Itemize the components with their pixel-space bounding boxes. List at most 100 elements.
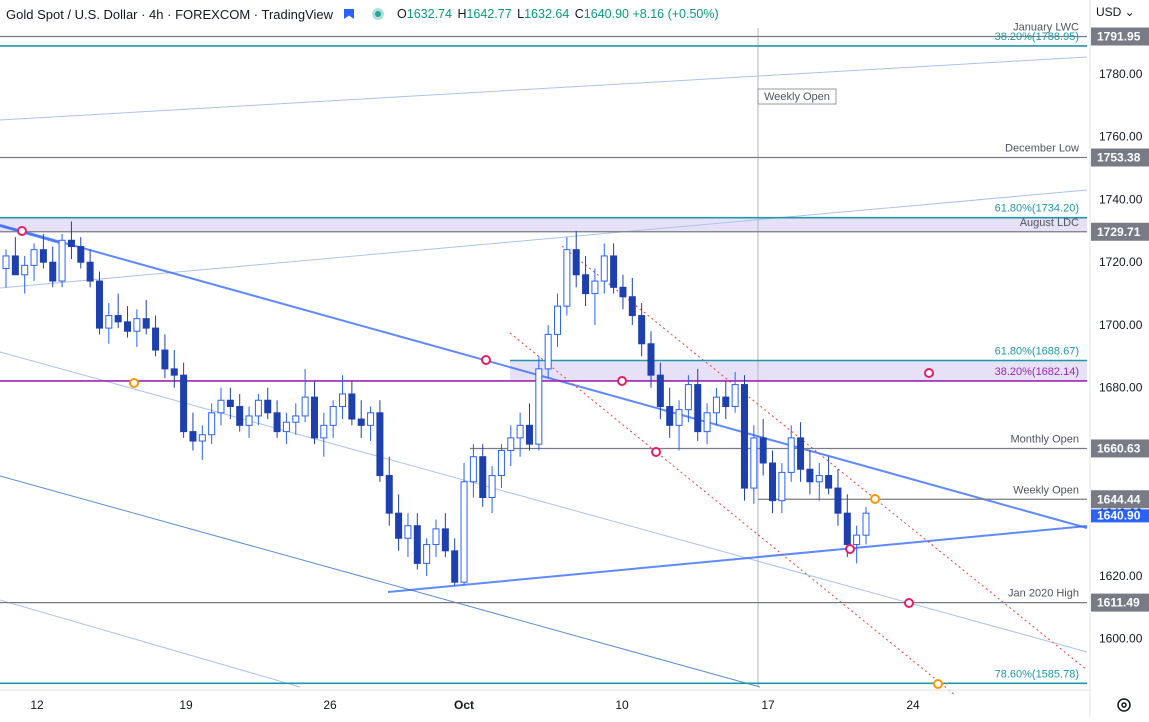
settings-gear-icon[interactable] <box>1117 698 1131 712</box>
candle-body <box>413 525 421 564</box>
level-label-1: 38.20%(1788.95) <box>995 31 1079 43</box>
marker-4 <box>651 447 661 457</box>
candle-body <box>694 384 702 433</box>
candle-body <box>226 399 234 408</box>
candle-body <box>451 550 459 583</box>
candle-body <box>554 305 562 335</box>
channel-lower <box>509 332 956 696</box>
marker-0 <box>17 226 27 236</box>
candle-body <box>628 296 636 317</box>
candle-body <box>292 415 300 423</box>
candle-body <box>469 456 477 483</box>
candle-body <box>460 481 468 583</box>
candle-body <box>619 286 627 298</box>
candle-body <box>236 406 244 426</box>
price-axis: USD ⌄ 1780.00 1760.00 1740.00 1720.00 1700.00… <box>1089 0 1149 717</box>
candle-body <box>282 421 290 433</box>
y-tick-label: 1780.00 <box>1099 67 1143 81</box>
candle-body <box>339 393 347 408</box>
candle-body <box>77 246 85 263</box>
level-label-9: Jan 2020 High <box>1008 588 1079 600</box>
candle-body <box>264 399 272 414</box>
marker-6 <box>870 494 880 504</box>
candle-body <box>189 431 197 442</box>
level-label-6: 38.20%(1682.14) <box>995 366 1079 378</box>
candle-body <box>862 512 870 536</box>
candle-body <box>67 239 75 248</box>
price-badge: 1644.44 <box>1097 492 1141 506</box>
level-label-10: 78.60%(1585.78) <box>995 668 1079 680</box>
candle-body <box>525 424 533 445</box>
marker-3 <box>617 376 627 386</box>
price-badge: 1729.71 <box>1097 225 1141 239</box>
candle-body <box>2 255 10 269</box>
candle-body <box>535 368 543 445</box>
candle-body <box>797 437 805 470</box>
candle-body <box>310 396 318 439</box>
candle-body <box>731 384 739 408</box>
candle-body <box>544 333 552 370</box>
symbol-title[interactable]: Gold Spot / U.S. Dollar · 4h · FOREXCOM … <box>6 6 334 22</box>
x-tick-label: Oct <box>454 698 474 712</box>
candle-body <box>245 415 253 426</box>
gear-ring <box>1117 698 1131 712</box>
candle-body <box>638 315 646 345</box>
candle-body <box>58 239 66 282</box>
candle-body <box>656 374 664 408</box>
candle-body <box>105 315 113 329</box>
candle-body <box>834 487 842 514</box>
candle-body <box>170 368 178 376</box>
candle-body <box>479 456 487 498</box>
candle-body <box>86 261 94 282</box>
marker-5 <box>845 544 855 554</box>
zone-august <box>0 217 1087 232</box>
candle-body <box>39 249 47 263</box>
trend-line-1 <box>0 189 1088 289</box>
candle-body <box>843 512 851 546</box>
candle-body <box>722 396 730 408</box>
price-badge-bg <box>1091 490 1149 509</box>
price-badge: 1611.49 <box>1097 596 1140 610</box>
markers <box>17 226 943 689</box>
marker-9 <box>933 679 943 689</box>
candle-body <box>610 255 618 288</box>
candle-body <box>152 327 160 351</box>
x-tick-label: 10 <box>615 698 629 712</box>
candle-body <box>703 412 711 433</box>
y-tick-label: 1600.00 <box>1099 632 1143 646</box>
weekly-open-box <box>757 88 837 105</box>
level-label-3: 61.80%(1734.20) <box>995 203 1079 215</box>
candle-body <box>666 406 674 426</box>
marker-8 <box>904 598 914 608</box>
level-label-2: December Low <box>1005 143 1079 155</box>
flag-icon[interactable] <box>343 8 355 20</box>
candle-body <box>759 437 767 464</box>
trend-line-4 <box>0 599 301 688</box>
candle-body <box>254 399 262 417</box>
candle-body <box>320 424 328 439</box>
level-label-0: January LWC <box>1013 22 1079 34</box>
trend-line-3 <box>0 475 761 688</box>
price-badge: 1660.63 <box>1097 441 1141 455</box>
currency-label: USD ⌄ <box>1096 5 1135 19</box>
trend-line-7 <box>0 225 61 244</box>
candle-body <box>778 471 786 502</box>
candle-body <box>769 462 777 502</box>
candle-body <box>647 343 655 376</box>
time-axis: 12 19 26 Oct 10 17 24 <box>0 689 1131 712</box>
level-label-8: Weekly Open <box>1013 484 1079 496</box>
candle-body <box>198 434 206 442</box>
candle-body <box>133 318 141 332</box>
x-tick-label: 12 <box>30 698 44 712</box>
y-tick-label: 1740.00 <box>1099 192 1143 206</box>
candle-body <box>675 409 683 426</box>
gear-hub <box>1121 702 1127 708</box>
price-badge-bg <box>1091 439 1149 458</box>
candle-body <box>273 412 281 433</box>
candle-body <box>591 280 599 295</box>
candle-body <box>329 406 337 426</box>
candle-body <box>712 396 720 414</box>
